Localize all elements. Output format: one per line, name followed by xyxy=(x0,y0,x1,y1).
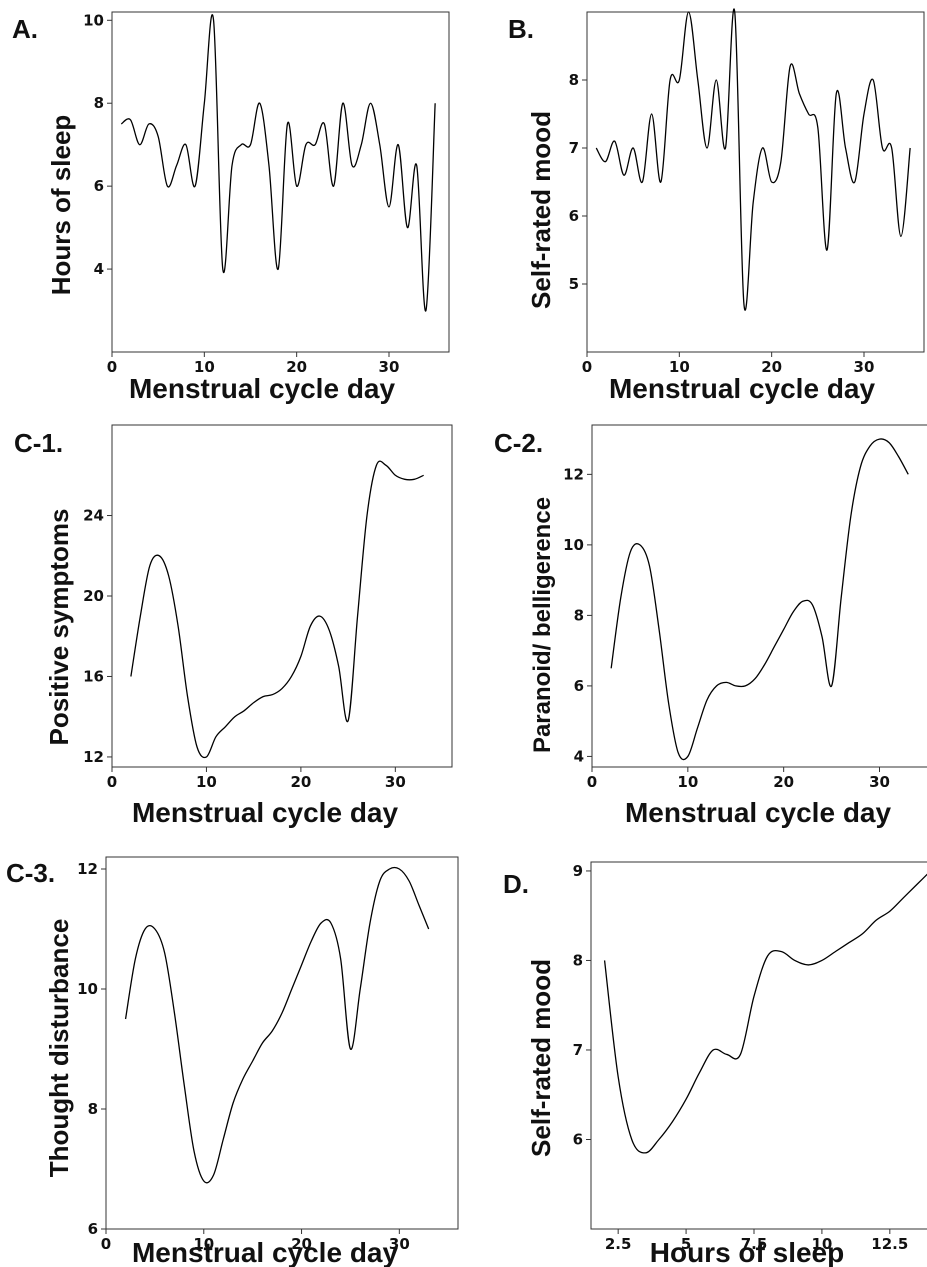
panel-c2-y-tick-label: 8 xyxy=(574,606,584,624)
panel-a-x-ticks: 0 10 20 30 xyxy=(107,352,400,376)
panel-b-x-tick-label: 30 xyxy=(854,358,875,376)
panel-b-x-axis-label: Menstrual cycle day xyxy=(609,373,876,404)
panel-c2-x-tick-label: 30 xyxy=(869,773,890,791)
panel-a-x-tick-label: 20 xyxy=(286,358,307,376)
panel-c3-y-tick-label: 10 xyxy=(77,980,98,998)
panel-c3-y-tick-label: 8 xyxy=(88,1100,98,1118)
panel-c2: C-2. Paranoid/ belligerence Menstrual cy… xyxy=(494,424,927,828)
panel-c2-y-ticks: 4 6 8 10 12 xyxy=(563,465,592,765)
panel-a-x-axis-label: Menstrual cycle day xyxy=(129,373,396,404)
panel-b-y-axis-label: Self-rated mood xyxy=(526,111,556,309)
panel-c1-y-axis-label: Positive symptoms xyxy=(44,509,74,746)
panel-c2-x-tick-label: 0 xyxy=(587,773,597,791)
panel-c1-x-ticks: 0 10 20 30 xyxy=(107,767,406,791)
panel-c3-x-tick-label: 0 xyxy=(101,1235,111,1253)
panel-a-x-tick-label: 0 xyxy=(107,358,117,376)
panel-c1-y-tick-label: 24 xyxy=(83,507,104,525)
panel-c1: C-1. Positive symptoms Menstrual cycle d… xyxy=(14,424,453,828)
panel-c1-x-tick-label: 30 xyxy=(385,773,406,791)
panel-d-x-tick-label: 12.5 xyxy=(871,1235,908,1253)
panel-c3-y-ticks: 6 8 10 12 xyxy=(77,860,106,1238)
panel-c2-y-tick-label: 10 xyxy=(563,536,584,554)
panel-a-y-axis-label: Hours of sleep xyxy=(46,115,76,296)
panel-d-x-tick-label: 10 xyxy=(811,1235,832,1253)
panel-a-x-tick-label: 30 xyxy=(379,358,400,376)
panel-c2-x-axis-label: Menstrual cycle day xyxy=(625,797,892,828)
panel-d-y-tick-label: 6 xyxy=(573,1130,583,1148)
panel-d-plot-frame xyxy=(590,861,927,1230)
panel-b-x-tick-label: 20 xyxy=(761,358,782,376)
panel-c1-x-axis-label: Menstrual cycle day xyxy=(132,797,399,828)
panel-c1-letter: C-1. xyxy=(14,428,63,458)
panel-c3-x-tick-label: 20 xyxy=(291,1235,312,1253)
panel-d-y-axis-label: Self-rated mood xyxy=(526,959,556,1157)
panel-c3-y-tick-label: 6 xyxy=(88,1220,98,1238)
panel-c1-y-tick-label: 12 xyxy=(83,748,104,766)
panel-c2-x-tick-label: 10 xyxy=(677,773,698,791)
panel-c1-y-tick-label: 20 xyxy=(83,587,104,605)
panel-a-x-tick-label: 10 xyxy=(194,358,215,376)
panel-c1-plot-frame xyxy=(111,424,453,768)
panel-d-letter: D. xyxy=(503,869,529,899)
panel-d-x-ticks: 2.5 5 7.5 10 12.5 xyxy=(605,1229,908,1253)
panel-c2-y-axis-label: Paranoid/ belligerence xyxy=(529,497,556,753)
panel-c3-y-axis-label: Thought disturbance xyxy=(44,919,74,1178)
panel-c3-x-axis-label: Menstrual cycle day xyxy=(132,1237,399,1267)
panel-b-plot-frame xyxy=(586,11,925,353)
panel-c3-letter: C-3. xyxy=(6,858,55,888)
panel-d-x-axis-label: Hours of sleep xyxy=(650,1237,844,1267)
panel-a: A. Hours of sleep Menstrual cycle day 0 1… xyxy=(12,11,450,404)
panel-b: B. Self-rated mood Menstrual cycle day 0… xyxy=(508,8,925,404)
panel-c3: C-3. Thought disturbance Menstrual cycle… xyxy=(6,856,459,1267)
panel-a-y-tick-label: 4 xyxy=(94,260,104,278)
panel-d: D. Self-rated mood Hours of sleep 2.5 5 7.… xyxy=(503,861,927,1267)
panel-a-y-tick-label: 10 xyxy=(83,11,104,29)
panel-d-x-tick-label: 7.5 xyxy=(741,1235,768,1253)
panel-c2-x-tick-label: 20 xyxy=(773,773,794,791)
panel-c1-series-line xyxy=(130,460,424,759)
panel-c2-letter: C-2. xyxy=(494,428,543,458)
panel-b-letter: B. xyxy=(508,14,534,44)
panel-c1-x-tick-label: 20 xyxy=(290,773,311,791)
panel-b-x-tick-label: 0 xyxy=(582,358,592,376)
panel-b-y-tick-label: 8 xyxy=(569,71,579,89)
panel-d-y-ticks: 6 7 8 9 xyxy=(573,862,591,1148)
panel-c2-x-ticks: 0 10 20 30 xyxy=(587,767,890,791)
panel-b-y-tick-label: 7 xyxy=(569,139,579,157)
panel-d-y-tick-label: 8 xyxy=(573,951,583,969)
panel-c3-y-tick-label: 12 xyxy=(77,860,98,878)
panel-a-letter: A. xyxy=(12,14,38,44)
panel-b-y-ticks: 5 6 7 8 xyxy=(569,71,587,293)
panel-a-series-line xyxy=(120,14,436,312)
panel-b-y-tick-label: 5 xyxy=(569,275,579,293)
panel-a-y-tick-label: 6 xyxy=(94,177,104,195)
panel-c3-x-tick-label: 30 xyxy=(389,1235,410,1253)
panel-c1-x-tick-label: 10 xyxy=(196,773,217,791)
panel-d-y-tick-label: 7 xyxy=(573,1041,583,1059)
panel-c3-plot-frame xyxy=(105,856,459,1230)
panel-c1-y-tick-label: 16 xyxy=(83,667,104,685)
panel-c3-series-line xyxy=(124,866,430,1184)
panel-d-x-tick-label: 2.5 xyxy=(605,1235,632,1253)
panel-a-y-ticks: 4 6 8 10 xyxy=(83,11,112,278)
panel-d-series-line xyxy=(603,873,927,1154)
panel-b-y-tick-label: 6 xyxy=(569,207,579,225)
panel-c1-x-tick-label: 0 xyxy=(107,773,117,791)
panel-b-x-ticks: 0 10 20 30 xyxy=(582,352,875,376)
panel-c3-x-tick-label: 10 xyxy=(193,1235,214,1253)
panel-d-x-tick-label: 5 xyxy=(681,1235,691,1253)
panel-a-plot-frame xyxy=(111,11,450,353)
panel-d-y-tick-label: 9 xyxy=(573,862,583,880)
panel-a-y-tick-label: 8 xyxy=(94,94,104,112)
panel-b-series-line xyxy=(595,8,911,311)
panel-c2-y-tick-label: 12 xyxy=(563,465,584,483)
panel-c2-plot-frame xyxy=(591,424,927,768)
panel-c2-y-tick-label: 6 xyxy=(574,677,584,695)
panel-c2-y-tick-label: 4 xyxy=(574,747,584,765)
panel-b-x-tick-label: 10 xyxy=(669,358,690,376)
panel-c3-x-ticks: 0 10 20 30 xyxy=(101,1229,410,1253)
panel-c1-y-ticks: 12 16 20 24 xyxy=(83,507,112,766)
panel-c2-series-line xyxy=(610,438,909,761)
